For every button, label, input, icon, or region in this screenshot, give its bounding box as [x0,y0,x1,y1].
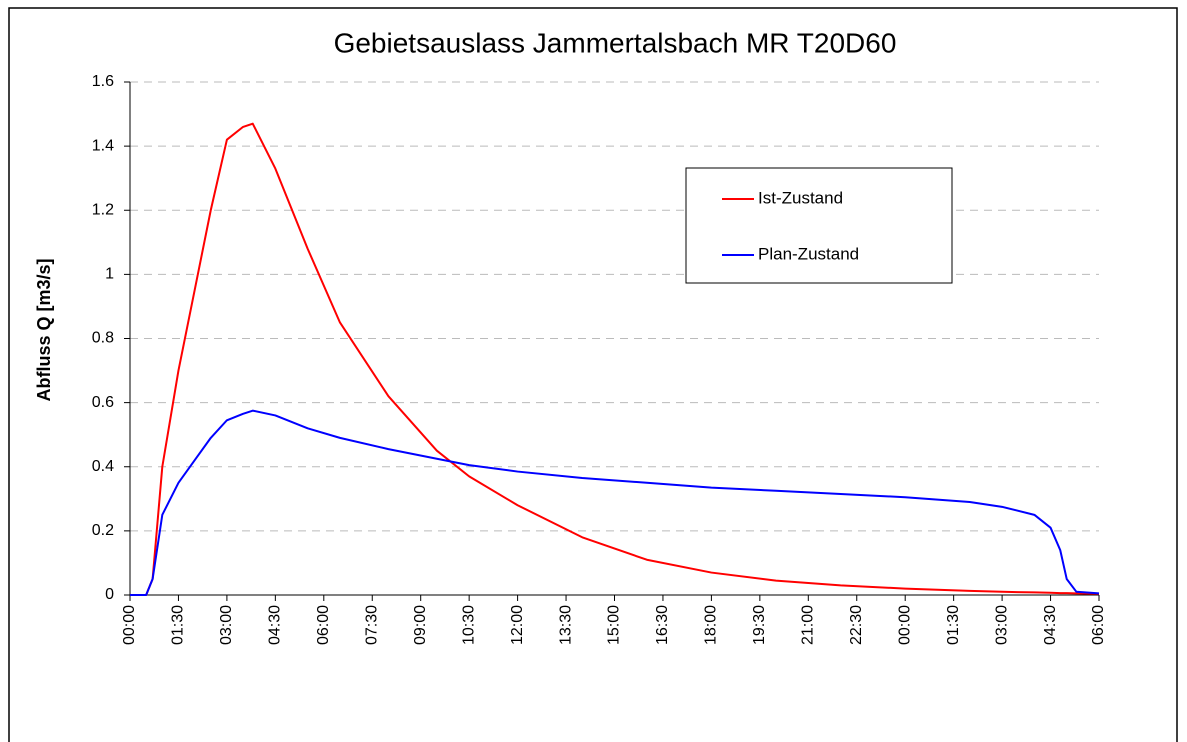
legend-label: Ist-Zustand [758,188,843,207]
x-tick-label: 00:00 [121,605,138,645]
y-axis-label: Abfluss Q [m3/s] [34,258,54,401]
x-tick-label: 04:30 [267,605,284,645]
chart-title: Gebietsauslass Jammertalsbach MR T20D60 [334,27,897,58]
data-line [130,122,1100,596]
legend-label: Plan-Zustand [758,244,859,263]
chart-frame [8,7,1178,742]
x-tick-label: 01:30 [170,605,187,645]
y-tick-label: 0.6 [92,394,114,411]
x-tick-label: 07:30 [363,605,380,645]
x-tick-label: 00:00 [896,605,913,645]
y-tick-label: 0.4 [92,458,114,475]
x-tick-label: 06:00 [1090,605,1107,645]
x-tick-label: 21:00 [800,605,817,645]
x-tick-label: 22:30 [848,605,865,645]
y-tick-label: 1 [105,266,114,283]
y-tick-label: 0.2 [92,522,114,539]
y-tick-label: 1.6 [92,73,114,90]
x-tick-label: 04:30 [1042,605,1059,645]
y-tick-label: 1.2 [92,201,114,218]
y-tick-label: 0.8 [92,330,114,347]
x-tick-label: 18:00 [703,605,720,645]
x-tick-label: 15:00 [606,605,623,645]
x-tick-label: 12:00 [509,605,526,645]
x-tick-label: 13:30 [557,605,574,645]
x-tick-label: 10:30 [460,605,477,645]
x-tick-label: 09:00 [412,605,429,645]
data-line [130,409,1100,596]
x-tick-label: 16:30 [654,605,671,645]
x-tick-label: 03:00 [993,605,1010,645]
y-tick-label: 1.4 [92,137,114,154]
x-tick-label: 06:00 [315,605,332,645]
x-tick-label: 03:00 [218,605,235,645]
x-tick-label: 19:30 [751,605,768,645]
x-tick-label: 01:30 [945,605,962,645]
legend-box [685,167,953,284]
y-tick-label: 0 [105,586,114,603]
